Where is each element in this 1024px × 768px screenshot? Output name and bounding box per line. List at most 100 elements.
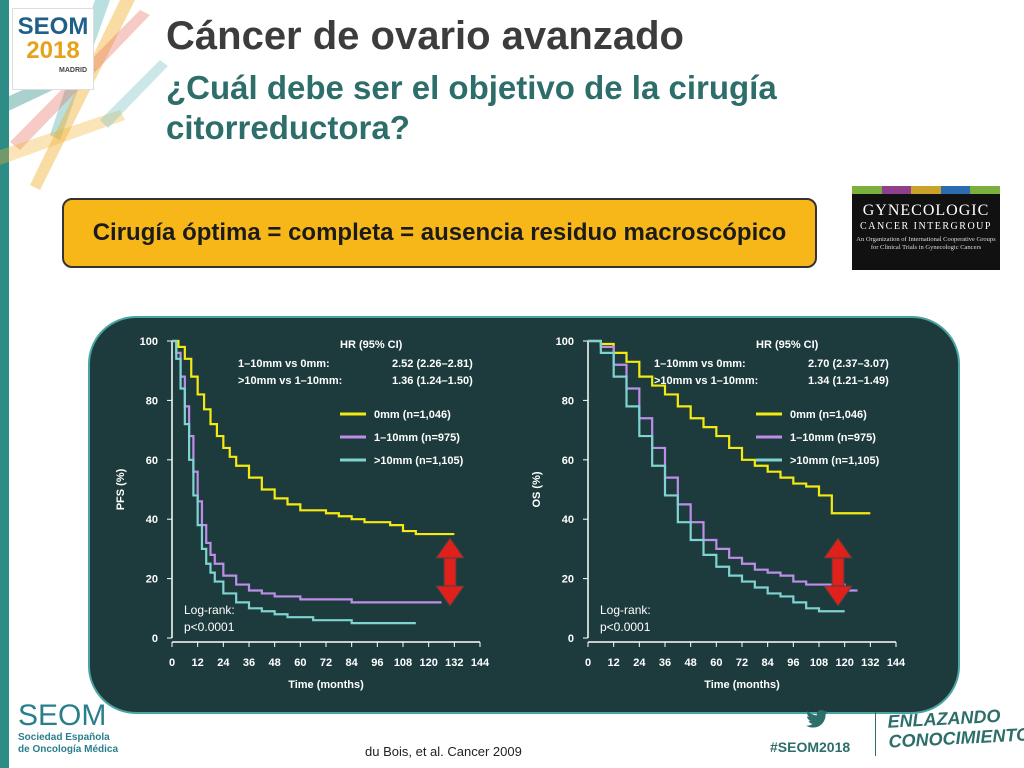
- difference-arrow-head-down: [435, 585, 465, 607]
- logrank-pvalue: p<0.0001: [600, 620, 651, 634]
- x-axis-label: Time (months): [288, 679, 364, 691]
- km-curve: [172, 339, 442, 604]
- logo-seom-text: SEOM: [17, 13, 89, 40]
- y-tick-label: 40: [146, 514, 158, 526]
- x-axis-label: Time (months): [704, 679, 780, 691]
- x-tick-label: 72: [320, 657, 332, 669]
- difference-arrow-head-up: [823, 537, 853, 559]
- x-tick-label: 84: [762, 657, 775, 669]
- x-tick-label: 132: [445, 657, 463, 669]
- x-tick-label: 0: [585, 657, 591, 669]
- km-curve: [588, 339, 858, 592]
- x-tick-label: 24: [633, 657, 646, 669]
- slide-subtitle: ¿Cuál debe ser el objetivo de la cirugía…: [166, 69, 777, 146]
- key-message-box: Cirugía óptima = completa = ausencia res…: [62, 198, 817, 268]
- x-tick-label: 96: [371, 657, 383, 669]
- x-tick-label: 60: [294, 657, 306, 669]
- y-tick-label: 60: [562, 455, 574, 467]
- legend-entry: >10mm (n=1,105): [374, 455, 464, 467]
- y-tick-label: 20: [146, 574, 158, 586]
- hr-title: HR (95% CI): [340, 339, 403, 351]
- x-tick-label: 72: [736, 657, 748, 669]
- logrank-pvalue: p<0.0001: [184, 620, 235, 634]
- gcig-logo: GYNECOLOGIC CANCER INTERGROUP An Organiz…: [852, 186, 1000, 270]
- y-tick-label: 0: [568, 633, 574, 645]
- slide-title: Cáncer de ovario avanzado: [166, 14, 684, 58]
- logo-city-text: MADRID: [59, 67, 87, 74]
- legend-entry: 1–10mm (n=975): [374, 432, 460, 444]
- y-tick-label: 80: [146, 395, 158, 407]
- legend-entry: 1–10mm (n=975): [790, 432, 876, 444]
- y-tick-label: 80: [562, 395, 574, 407]
- left-accent-strip: [0, 0, 9, 768]
- pfs-chart: 0 20 40 60 80 100 0 12 24 36 48 60 72 84 96 108 120 132 14…: [115, 336, 490, 691]
- hr-row-value: 2.52 (2.26–2.81): [392, 358, 473, 370]
- hr-row-value: 1.36 (1.24–1.50): [392, 375, 473, 387]
- hr-row-label: >10mm vs 1–10mm:: [654, 375, 758, 387]
- x-tick-label: 108: [394, 657, 412, 669]
- gcig-subtitle: CANCER INTERGROUP: [860, 221, 992, 232]
- gcig-tagline: An Organization of International Coopera…: [856, 236, 996, 251]
- gcig-color-bar: [911, 186, 941, 194]
- x-tick-label: 48: [685, 657, 697, 669]
- gcig-color-bar: [852, 186, 882, 194]
- x-tick-label: 36: [659, 657, 671, 669]
- seom-footer-logo: SEOM Sociedad Española de Oncología Médi…: [18, 700, 118, 756]
- slogan: ENLAZANDO CONOCIMIENTO: [887, 704, 1024, 752]
- y-tick-label: 60: [146, 455, 158, 467]
- hr-row-label: 1–10mm vs 0mm:: [238, 358, 330, 370]
- footer-seom-text: SEOM: [18, 699, 107, 732]
- x-tick-label: 0: [169, 657, 175, 669]
- logo-year-text: 2018: [26, 37, 80, 64]
- hr-row-label: >10mm vs 1–10mm:: [238, 375, 342, 387]
- y-tick-label: 100: [140, 336, 158, 348]
- x-tick-label: 60: [710, 657, 722, 669]
- footer-society-line2: de Oncología Médica: [18, 744, 119, 755]
- x-tick-label: 36: [243, 657, 255, 669]
- x-tick-label: 120: [835, 657, 853, 669]
- difference-arrow-head-down: [823, 585, 853, 607]
- gcig-color-bars: [852, 186, 1000, 194]
- twitter-icon[interactable]: [806, 710, 828, 728]
- event-hashtag: #SEOM2018: [770, 739, 851, 755]
- difference-arrow-shaft: [443, 555, 457, 589]
- x-tick-label: 84: [346, 657, 359, 669]
- survival-charts-panel: 0 20 40 60 80 100 0 12 24 36 48 60 72 84 96 108 120 132 14…: [88, 316, 960, 714]
- km-curve: [588, 339, 845, 613]
- gcig-color-bar: [881, 186, 912, 194]
- logrank-label: Log-rank:: [600, 603, 651, 617]
- hr-row-label: 1–10mm vs 0mm:: [654, 358, 746, 370]
- x-tick-label: 24: [217, 657, 230, 669]
- y-tick-label: 100: [556, 336, 574, 348]
- os-chart: 0 20 40 60 80 100 0 12 24 36 48 60 72 84 96 108 120 132 14…: [531, 336, 906, 691]
- difference-arrow-shaft: [831, 555, 845, 589]
- x-tick-label: 12: [192, 657, 204, 669]
- gcig-color-bar: [970, 186, 1000, 194]
- hr-row-value: 1.34 (1.21–1.49): [808, 375, 889, 387]
- km-curve: [172, 339, 455, 536]
- x-tick-label: 108: [810, 657, 828, 669]
- legend-entry: 0mm (n=1,046): [790, 409, 867, 421]
- citation: du Bois, et al. Cancer 2009: [365, 744, 522, 759]
- footer-society-line1: Sociedad Española: [18, 732, 110, 743]
- km-curve: [172, 339, 416, 625]
- logrank-label: Log-rank:: [184, 603, 235, 617]
- y-axis-label: OS (%): [531, 471, 543, 507]
- y-tick-label: 40: [562, 514, 574, 526]
- x-tick-label: 132: [861, 657, 879, 669]
- x-tick-label: 96: [787, 657, 799, 669]
- key-message-text: Cirugía óptima = completa = ausencia res…: [92, 219, 787, 246]
- footer-divider: [875, 712, 876, 756]
- legend-entry: 0mm (n=1,046): [374, 409, 451, 421]
- seom-2018-logo: SEOM 2018 MADRID: [12, 8, 94, 90]
- gcig-title: GYNECOLOGIC: [862, 202, 990, 219]
- y-tick-label: 0: [152, 633, 158, 645]
- difference-arrow-head-up: [435, 537, 465, 559]
- y-tick-label: 20: [562, 574, 574, 586]
- x-tick-label: 48: [269, 657, 281, 669]
- x-tick-label: 144: [887, 657, 906, 669]
- y-axis-label: PFS (%): [115, 468, 127, 510]
- x-tick-label: 120: [419, 657, 437, 669]
- km-curve: [588, 339, 871, 515]
- hr-row-value: 2.70 (2.37–3.07): [808, 358, 889, 370]
